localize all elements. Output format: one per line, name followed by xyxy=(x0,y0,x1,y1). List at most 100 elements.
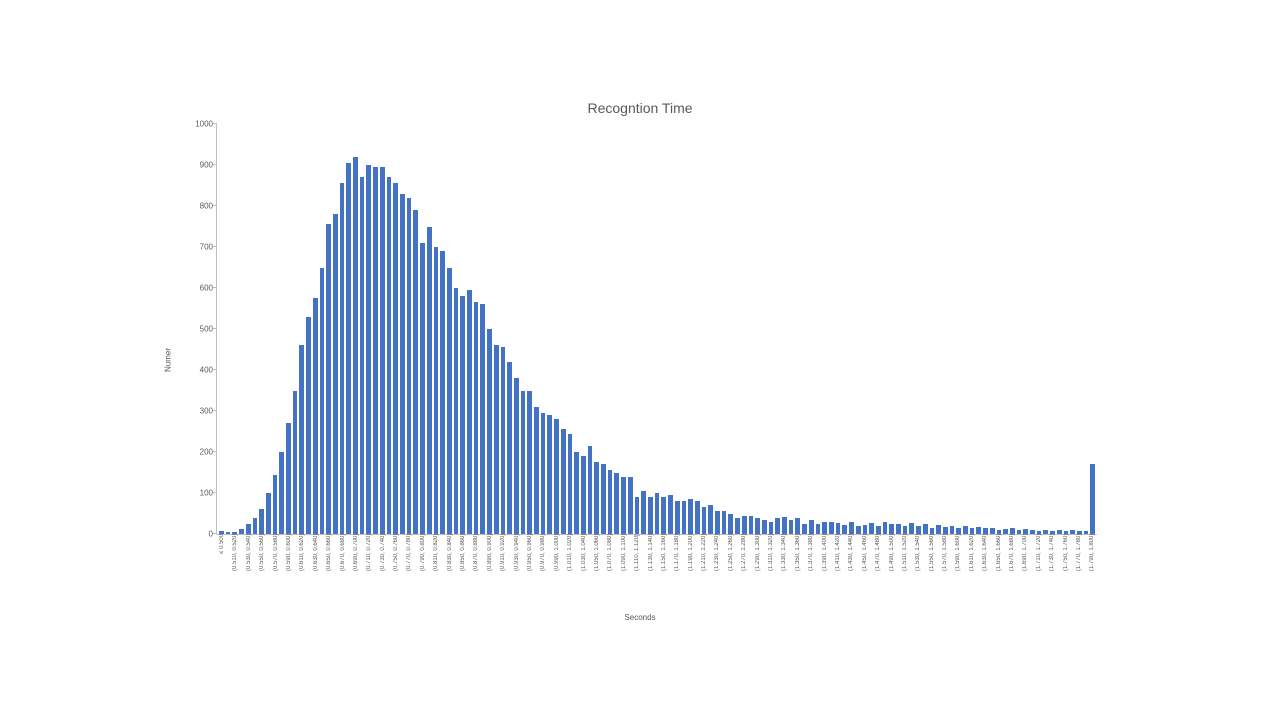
histogram-bar xyxy=(876,526,881,534)
x-tick-label xyxy=(923,534,926,596)
histogram-bar xyxy=(648,497,653,534)
x-tick-label: (0.610, 0.620] xyxy=(299,534,305,596)
histogram-bar xyxy=(253,518,258,534)
x-tick-label: (1.530, 1.540] xyxy=(915,534,921,596)
x-tick-label: (0.570, 0.580] xyxy=(273,534,279,596)
x-tick-label xyxy=(508,534,511,596)
x-tick-label: (0.810, 0.820] xyxy=(433,534,439,596)
y-tick-label: 300 xyxy=(175,407,213,416)
histogram-bar xyxy=(588,446,593,534)
histogram-bar xyxy=(762,520,767,534)
histogram-bar xyxy=(373,167,378,534)
x-tick-label: (1.010, 1.020] xyxy=(567,534,573,596)
x-tick-label: (0.550, 0.560] xyxy=(259,534,265,596)
histogram-bar xyxy=(554,419,559,534)
histogram-bar xyxy=(755,518,760,534)
x-tick-label: ≤ 0.500 xyxy=(219,534,225,596)
histogram-bar xyxy=(909,523,914,534)
x-tick-label: (1.490, 1.500] xyxy=(889,534,895,596)
x-tick-label xyxy=(870,534,873,596)
x-tick-label xyxy=(1044,534,1047,596)
x-tick-label xyxy=(856,534,859,596)
x-tick-label xyxy=(656,534,659,596)
histogram-bar xyxy=(836,523,841,534)
histogram-bar xyxy=(286,423,291,534)
histogram-bar xyxy=(407,198,412,534)
recognition-time-chart: Recogntion Time Numer ≤ 0.500(0.510, 0.5… xyxy=(170,100,1110,620)
histogram-bar xyxy=(749,516,754,534)
x-tick-label: (1.630, 1.640] xyxy=(982,534,988,596)
histogram-bar xyxy=(521,391,526,535)
y-tick-mark xyxy=(213,123,217,124)
histogram-bar xyxy=(346,163,351,534)
x-tick-label xyxy=(575,534,578,596)
y-tick-label: 800 xyxy=(175,202,213,211)
x-tick-label xyxy=(267,534,270,596)
histogram-bar xyxy=(728,514,733,535)
x-tick-label xyxy=(749,534,752,596)
histogram-bar xyxy=(246,524,251,534)
histogram-bar xyxy=(366,165,371,534)
y-tick-mark xyxy=(213,164,217,165)
histogram-bar xyxy=(413,210,418,534)
histogram-bar xyxy=(299,345,304,534)
x-tick-label xyxy=(254,534,257,596)
histogram-bar xyxy=(963,526,968,534)
histogram-bar xyxy=(547,415,552,534)
histogram-bar xyxy=(467,290,472,534)
histogram-bar xyxy=(507,362,512,534)
histogram-bar xyxy=(561,429,566,534)
histogram-bar xyxy=(273,475,278,534)
x-tick-label: (0.770, 0.780] xyxy=(406,534,412,596)
x-tick-label xyxy=(669,534,672,596)
y-tick-label: 0 xyxy=(175,530,213,539)
y-tick-label: 600 xyxy=(175,284,213,293)
histogram-bar xyxy=(501,347,506,534)
histogram-bar xyxy=(460,296,465,534)
x-tick-label: (1.410, 1.420] xyxy=(835,534,841,596)
x-tick-label xyxy=(1057,534,1060,596)
x-tick-label xyxy=(428,534,431,596)
histogram-bar xyxy=(474,302,479,534)
histogram-bar xyxy=(943,527,948,534)
x-tick-label: (1.730, 1.740] xyxy=(1049,534,1055,596)
histogram-bar xyxy=(708,505,713,534)
x-tick-label xyxy=(602,534,605,596)
x-tick-label xyxy=(535,534,538,596)
x-tick-label xyxy=(789,534,792,596)
x-tick-label xyxy=(374,534,377,596)
x-tick-label: (1.150, 1.160] xyxy=(661,534,667,596)
x-tick-label: (1.330, 1.340] xyxy=(781,534,787,596)
x-axis-label: Seconds xyxy=(624,613,655,622)
histogram-bar xyxy=(782,517,787,534)
chart-title: Recogntion Time xyxy=(170,100,1110,116)
y-tick-label: 400 xyxy=(175,366,213,375)
x-tick-label: (0.630, 0.640] xyxy=(313,534,319,596)
histogram-bar xyxy=(380,167,385,534)
histogram-bar xyxy=(393,183,398,534)
histogram-bar xyxy=(594,462,599,534)
histogram-bar xyxy=(795,518,800,534)
histogram-bar xyxy=(601,464,606,534)
histogram-bar xyxy=(869,523,874,534)
x-tick-label xyxy=(1071,534,1074,596)
histogram-bar xyxy=(923,524,928,534)
histogram-bar xyxy=(809,520,814,534)
x-tick-label: (1.750, 1.760] xyxy=(1063,534,1069,596)
x-tick-label xyxy=(414,534,417,596)
y-tick-mark xyxy=(213,246,217,247)
x-tick-label xyxy=(227,534,230,596)
x-tick-label xyxy=(1004,534,1007,596)
x-tick-label xyxy=(709,534,712,596)
x-tick-label: (1.790, 1.800] xyxy=(1089,534,1095,596)
histogram-bar xyxy=(427,227,432,535)
x-tick-label: (1.550, 1.560] xyxy=(929,534,935,596)
x-tick-label xyxy=(897,534,900,596)
histogram-bar xyxy=(420,243,425,534)
x-tick-label xyxy=(722,534,725,596)
histogram-bar xyxy=(883,522,888,534)
histogram-bar xyxy=(936,525,941,534)
x-tick-label: (0.750, 0.760] xyxy=(393,534,399,596)
x-tick-label: (1.710, 1.720] xyxy=(1036,534,1042,596)
y-tick-label: 200 xyxy=(175,448,213,457)
